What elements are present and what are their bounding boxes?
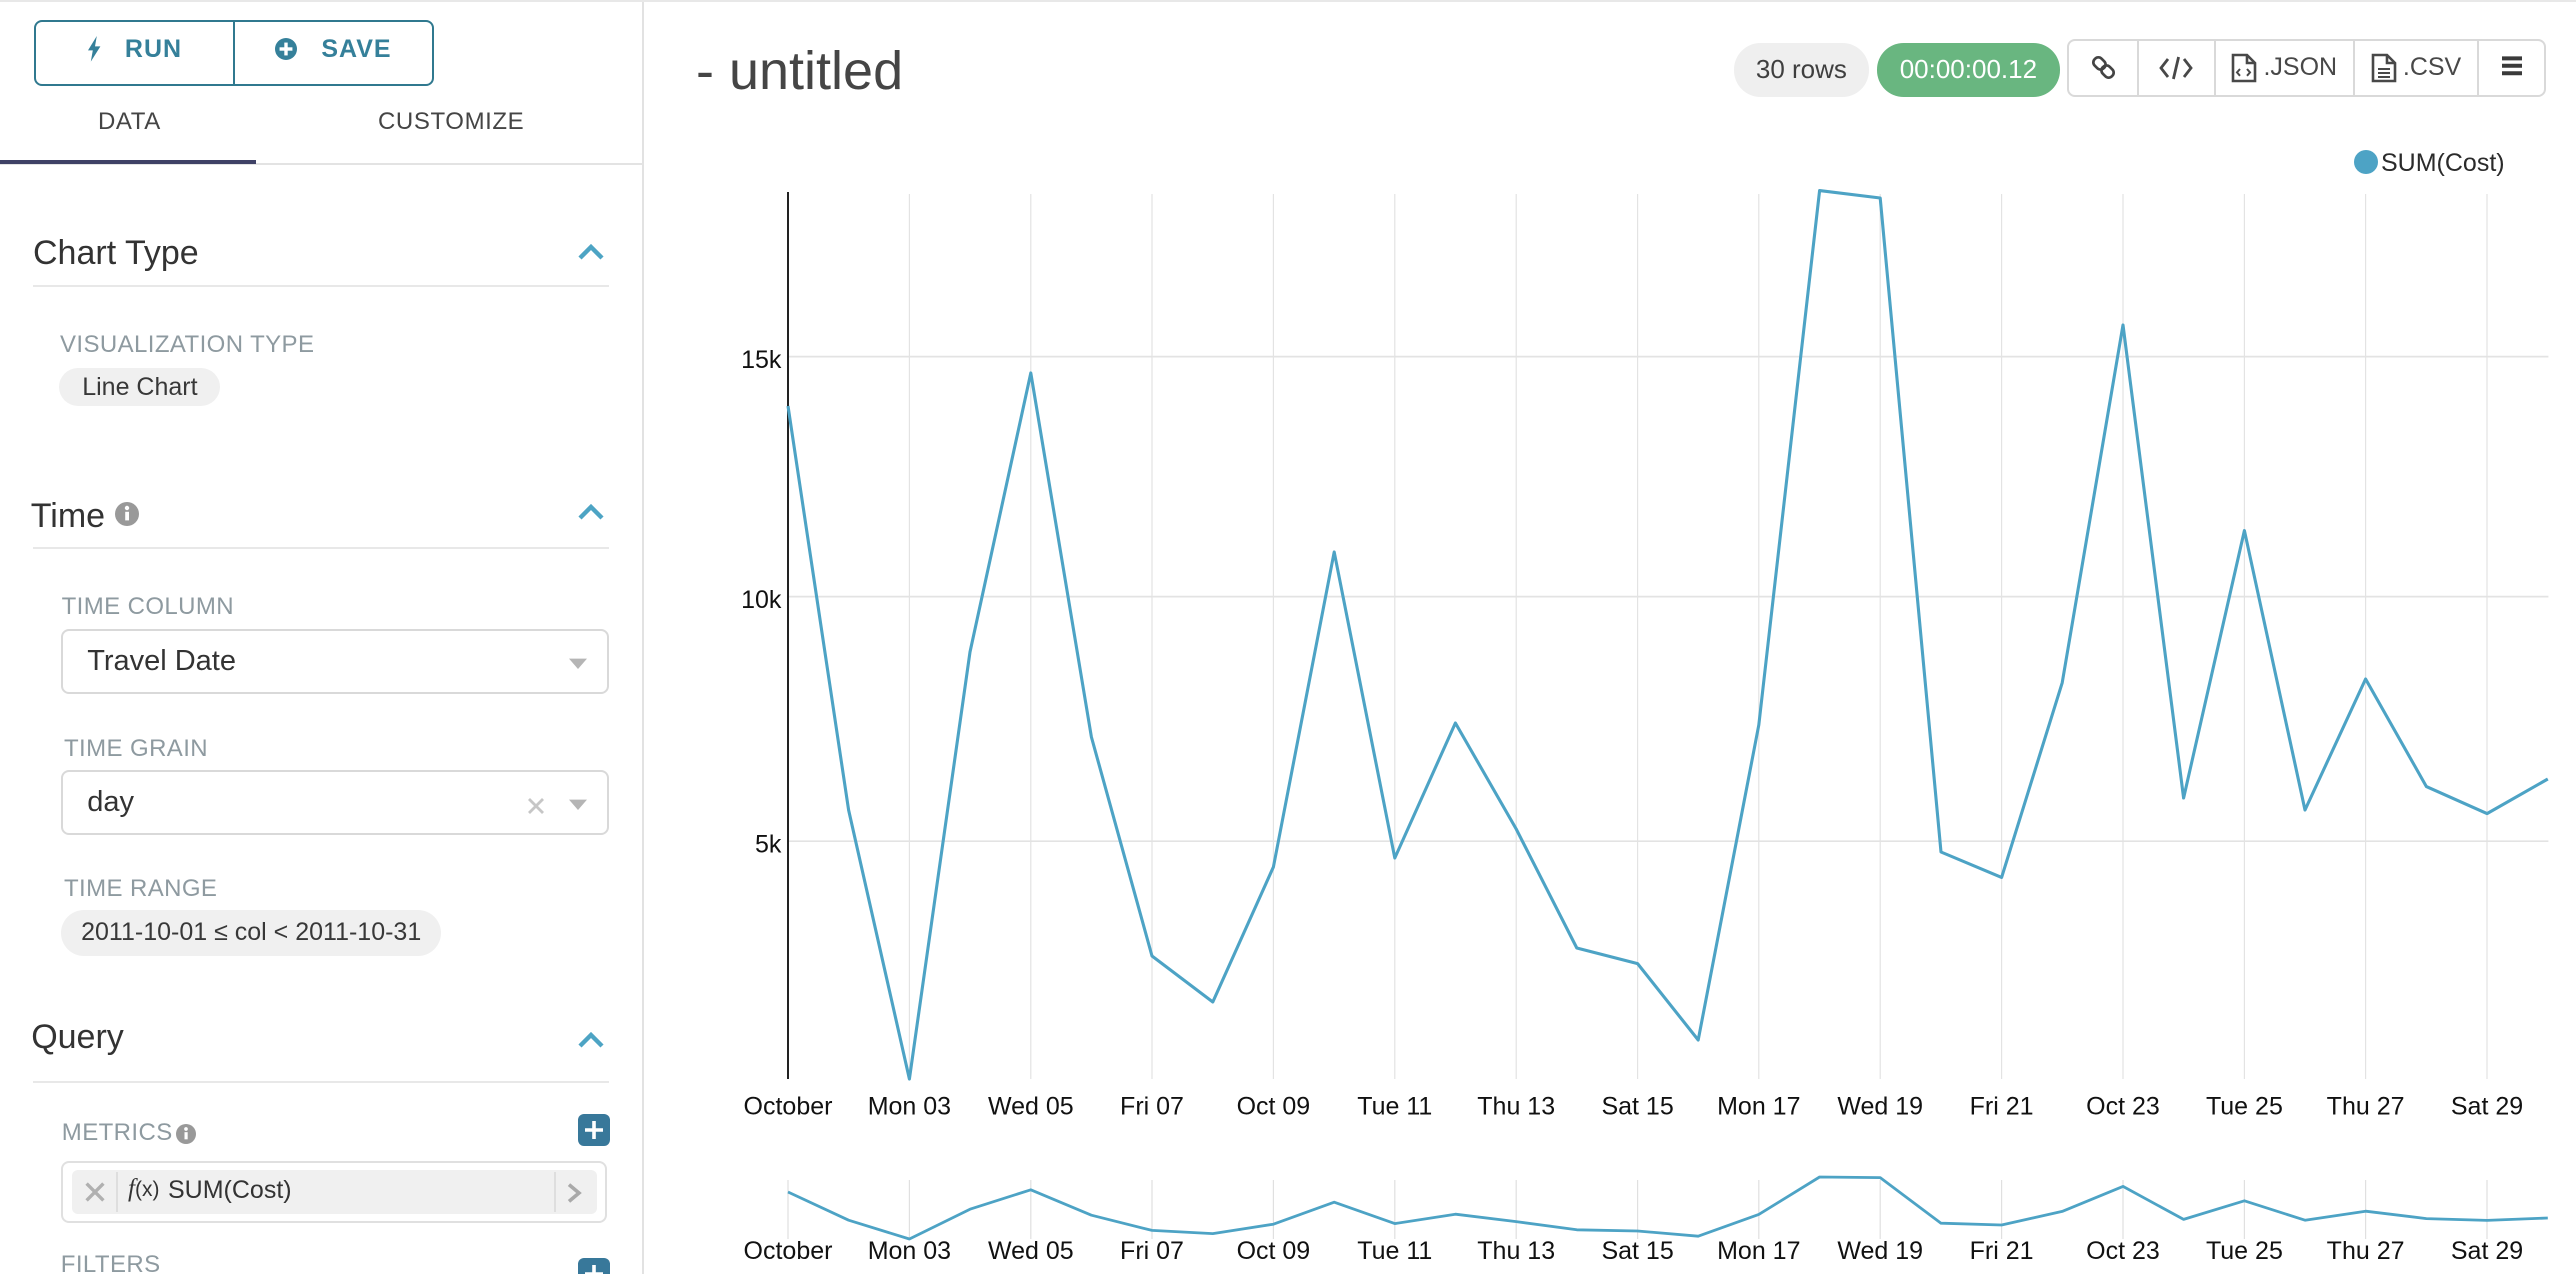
svg-text:Thu 27: Thu 27	[2327, 1237, 2405, 1265]
svg-text:Thu 27: Thu 27	[2327, 1093, 2405, 1121]
svg-text:Oct 09: Oct 09	[1237, 1093, 1311, 1121]
svg-text:Mon 03: Mon 03	[868, 1237, 951, 1265]
svg-text:Mon 17: Mon 17	[1717, 1237, 1800, 1265]
svg-text:October: October	[744, 1093, 833, 1121]
svg-text:Sat 15: Sat 15	[1601, 1093, 1673, 1121]
svg-text:Sat 29: Sat 29	[2451, 1237, 2523, 1265]
svg-text:Wed 19: Wed 19	[1837, 1237, 1923, 1265]
svg-text:10k: 10k	[741, 586, 782, 614]
svg-text:Tue 11: Tue 11	[1357, 1237, 1432, 1265]
svg-text:Fri 07: Fri 07	[1120, 1237, 1184, 1265]
svg-text:Thu 13: Thu 13	[1477, 1093, 1555, 1121]
svg-text:Sat 15: Sat 15	[1601, 1237, 1673, 1265]
svg-text:Oct 23: Oct 23	[2086, 1093, 2160, 1121]
svg-text:15k: 15k	[741, 346, 782, 374]
svg-text:Mon 03: Mon 03	[868, 1093, 951, 1121]
svg-text:October: October	[744, 1237, 833, 1265]
svg-text:Tue 25: Tue 25	[2206, 1093, 2283, 1121]
svg-text:Oct 23: Oct 23	[2086, 1237, 2160, 1265]
svg-text:Sat 29: Sat 29	[2451, 1093, 2523, 1121]
svg-text:Fri 21: Fri 21	[1970, 1093, 2034, 1121]
svg-text:Wed 19: Wed 19	[1837, 1093, 1923, 1121]
svg-text:Tue 25: Tue 25	[2206, 1237, 2283, 1265]
svg-text:Fri 21: Fri 21	[1970, 1237, 2034, 1265]
svg-text:Mon 17: Mon 17	[1717, 1093, 1800, 1121]
svg-text:Wed 05: Wed 05	[988, 1237, 1074, 1265]
svg-text:Fri 07: Fri 07	[1120, 1093, 1184, 1121]
svg-text:Thu 13: Thu 13	[1477, 1237, 1555, 1265]
svg-text:Wed 05: Wed 05	[988, 1093, 1074, 1121]
svg-text:5k: 5k	[755, 830, 782, 858]
svg-text:Tue 11: Tue 11	[1357, 1093, 1432, 1121]
svg-text:Oct 09: Oct 09	[1237, 1237, 1311, 1265]
